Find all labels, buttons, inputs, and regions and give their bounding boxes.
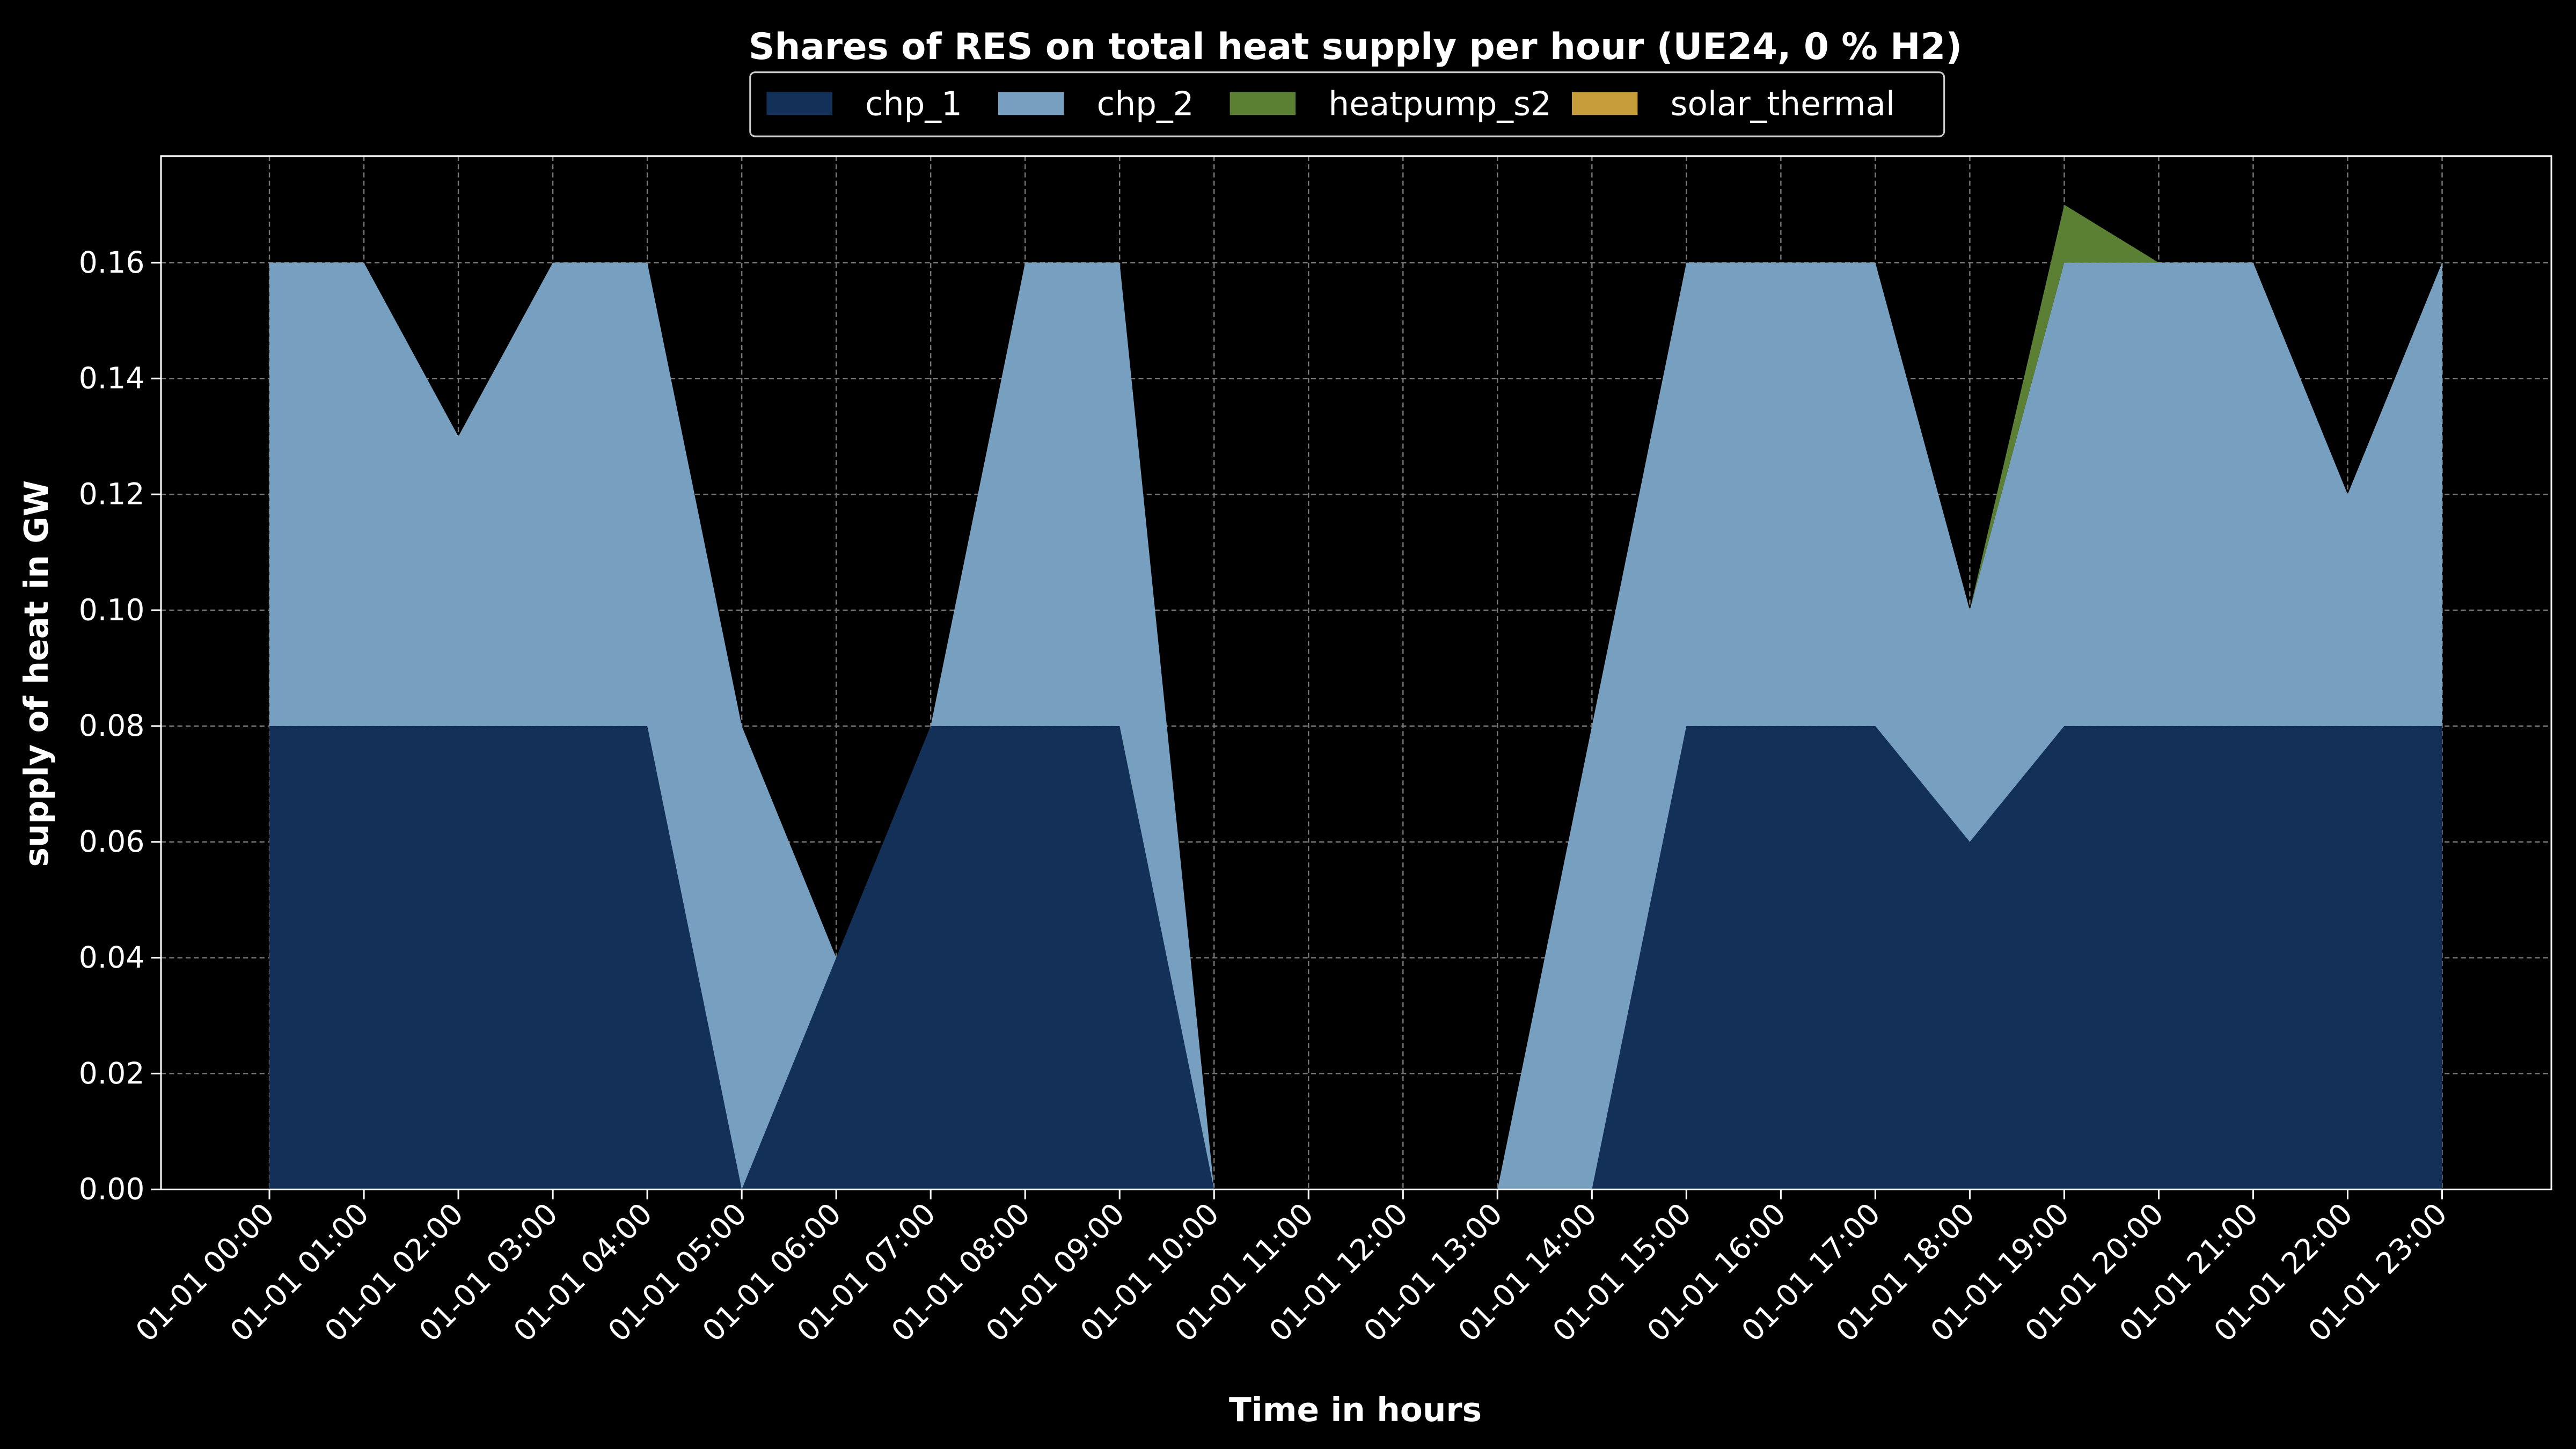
legend: chp_1 chp_2 heatpump_s2 solar_thermal: [749, 71, 1945, 137]
legend-swatch: [766, 92, 832, 115]
y-axis-label: supply of heat in GW: [18, 480, 56, 867]
plot-frame: [160, 155, 2552, 1190]
y-tick-label: 0.08: [79, 708, 145, 743]
y-tick-label: 0.12: [79, 477, 145, 511]
y-tick-label: 0.14: [79, 361, 145, 396]
y-tick-label: 0.10: [79, 592, 145, 627]
legend-label: chp_2: [1097, 85, 1194, 123]
y-tick-label: 0.04: [79, 940, 145, 975]
legend-label: heatpump_s2: [1328, 85, 1552, 123]
y-tick-label: 0.00: [79, 1172, 145, 1206]
legend-swatch: [998, 92, 1064, 115]
legend-label: solar_thermal: [1671, 85, 1895, 123]
legend-box: [749, 71, 1945, 137]
y-tick-label: 0.02: [79, 1056, 145, 1091]
chart-title: Shares of RES on total heat supply per h…: [749, 25, 1962, 68]
x-axis-label: Time in hours: [1229, 1391, 1482, 1429]
legend-label: chp_1: [865, 85, 962, 123]
legend-swatch: [1571, 92, 1638, 115]
y-tick-label: 0.06: [79, 824, 145, 859]
area: [269, 262, 2442, 1190]
legend-swatch: [1230, 92, 1296, 115]
y-tick-label: 0.16: [79, 245, 145, 280]
areas: [269, 204, 2442, 1190]
area: [269, 726, 2442, 1190]
